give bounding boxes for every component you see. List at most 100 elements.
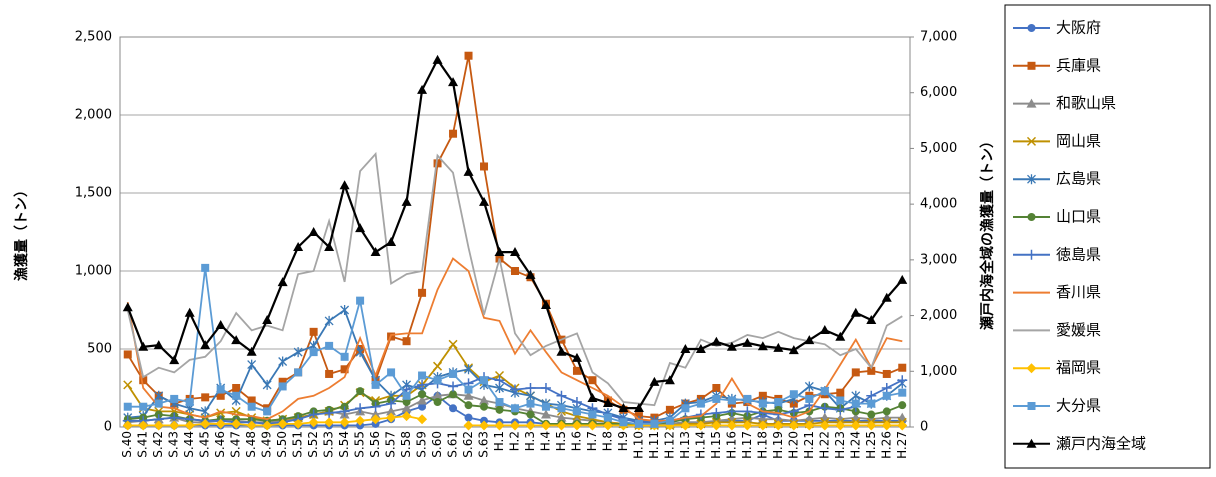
marker: [696, 399, 705, 408]
marker: [898, 388, 907, 397]
marker: [417, 414, 428, 425]
marker: [170, 394, 179, 403]
marker: [757, 420, 768, 431]
x-tick-label: H.22: [817, 431, 831, 459]
marker: [154, 390, 164, 401]
marker: [898, 401, 907, 410]
marker: [232, 384, 241, 392]
marker: [417, 379, 428, 390]
marker: [247, 396, 256, 405]
marker: [602, 420, 613, 431]
marker: [587, 393, 598, 403]
y-tick-label: 2,000: [75, 108, 112, 123]
marker: [433, 159, 442, 168]
marker: [169, 355, 180, 365]
x-tick-label: H.20: [786, 431, 800, 459]
x-tick-label: H.16: [724, 431, 738, 459]
marker: [370, 409, 381, 419]
x-tick-label: H.14: [693, 431, 707, 459]
marker: [232, 391, 241, 400]
marker: [479, 395, 490, 405]
marker: [851, 368, 860, 377]
marker: [571, 352, 582, 362]
marker: [401, 411, 412, 422]
marker: [758, 399, 767, 408]
x-tick-label: H.24: [848, 431, 862, 459]
x-tick-label: S.60: [430, 431, 444, 458]
marker: [417, 395, 428, 405]
marker: [603, 413, 612, 422]
legend-label: 和歌山県: [1056, 94, 1116, 112]
marker: [556, 346, 567, 356]
marker: [278, 382, 287, 391]
marker: [510, 384, 520, 395]
marker: [418, 371, 427, 380]
x-tick-label: S.56: [368, 431, 382, 458]
marker: [184, 420, 195, 431]
marker: [216, 408, 226, 418]
marker: [449, 404, 458, 413]
marker: [355, 403, 366, 414]
marker: [463, 390, 474, 400]
marker: [200, 406, 210, 417]
marker: [742, 420, 753, 431]
marker: [464, 401, 473, 410]
marker: [712, 394, 721, 403]
legend-label: 瀬戸内海全域: [1056, 434, 1146, 452]
marker: [215, 418, 226, 429]
plot-frame: [119, 36, 911, 428]
x-tick-label: S.53: [322, 431, 336, 458]
marker: [340, 352, 349, 361]
marker: [588, 410, 597, 419]
marker: [820, 387, 829, 396]
marker: [293, 242, 304, 252]
marker: [154, 399, 163, 408]
marker: [138, 341, 149, 351]
y2-tick-label: 3,000: [920, 252, 957, 267]
marker: [201, 263, 210, 272]
marker: [556, 420, 567, 431]
series-line: [126, 151, 903, 407]
marker: [401, 196, 412, 206]
marker: [448, 77, 459, 87]
marker: [386, 412, 397, 423]
marker: [495, 398, 504, 407]
y-tick-label: 500: [87, 342, 112, 357]
marker: [525, 383, 536, 393]
x-tick-label: S.41: [136, 431, 150, 458]
legend-marker: [1026, 98, 1037, 108]
marker: [433, 376, 442, 385]
marker: [216, 385, 225, 394]
marker: [309, 327, 318, 336]
y2-tick-label: 4,000: [920, 197, 957, 212]
y2-tick-label: 5,000: [920, 141, 957, 156]
marker: [386, 398, 397, 409]
marker: [370, 414, 381, 425]
marker: [169, 420, 180, 431]
marker: [277, 418, 288, 429]
marker: [618, 403, 629, 413]
marker: [294, 368, 303, 377]
legend-marker: [1026, 363, 1037, 374]
marker: [867, 366, 876, 375]
x-tick-label: H.21: [802, 431, 816, 459]
marker: [526, 399, 535, 408]
marker: [293, 418, 304, 429]
marker: [340, 365, 349, 374]
y2-tick-label: 7,000: [920, 30, 957, 45]
marker: [324, 407, 335, 418]
marker: [836, 396, 845, 405]
marker: [742, 406, 753, 417]
marker: [758, 391, 767, 400]
x-tick-label: H.3: [523, 431, 537, 451]
x-tick-label: S.50: [275, 431, 289, 458]
legend-label: 山口県: [1056, 208, 1101, 226]
marker: [789, 390, 798, 399]
marker: [308, 227, 319, 236]
marker: [511, 404, 519, 413]
marker: [541, 402, 550, 411]
x-tick-label: H.8: [600, 431, 614, 451]
x-tick-label: S.40: [120, 431, 134, 458]
legend-label: 兵庫県: [1056, 56, 1101, 74]
